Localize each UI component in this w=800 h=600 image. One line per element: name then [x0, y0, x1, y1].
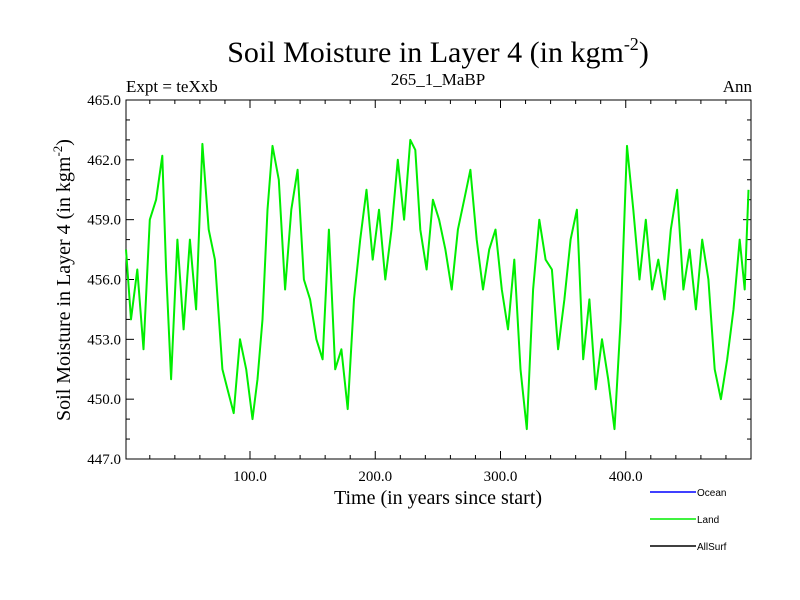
y-axis-label-text: Soil Moisture in Layer 4 (in kgm — [53, 156, 75, 421]
chart-title-text: Soil Moisture in Layer 4 (in kgm — [227, 36, 624, 69]
subtitle-center: 265_1_MaBP — [391, 70, 485, 89]
subtitle-right: Ann — [723, 77, 753, 96]
y-tick-label: 462.0 — [87, 153, 121, 169]
x-tick-label: 200.0 — [358, 469, 392, 485]
y-tick-label: 459.0 — [87, 213, 121, 229]
series-line-land — [125, 138, 750, 431]
y-tick-label: 453.0 — [87, 332, 121, 348]
y-axis-label-close: ) — [53, 139, 75, 146]
chart-title-exponent: -2 — [624, 34, 639, 54]
x-axis-label: Time (in years since start) — [334, 487, 542, 509]
subtitle-left: Expt = teXxb — [126, 77, 218, 96]
x-tick-label: 400.0 — [609, 469, 643, 485]
series-layer — [125, 138, 750, 431]
chart-title-close: ) — [639, 36, 649, 69]
legend-label-ocean: Ocean — [697, 488, 726, 499]
y-tick-label: 456.0 — [87, 273, 121, 289]
x-tick-label: 300.0 — [484, 469, 518, 485]
legend-label-allsurf: AllSurf — [697, 542, 727, 553]
legend: Ocean Land AllSurf — [650, 488, 727, 553]
chart-title: Soil Moisture in Layer 4 (in kgm-2) — [227, 34, 649, 69]
y-tick-label: 447.0 — [87, 452, 121, 468]
x-tick-label: 100.0 — [233, 469, 267, 485]
y-axis-label: Soil Moisture in Layer 4 (in kgm-2) — [50, 139, 75, 421]
legend-label-land: Land — [697, 515, 719, 526]
y-axis-label-exponent: -2 — [50, 146, 65, 157]
y-tick-label: 450.0 — [87, 392, 121, 408]
axis-ticks: 447.0 450.0 453.0 456.0 459.0 462.0 465.0 100.0… — [87, 93, 751, 485]
plot-frame — [125, 99, 752, 460]
y-tick-label: 465.0 — [87, 93, 121, 109]
